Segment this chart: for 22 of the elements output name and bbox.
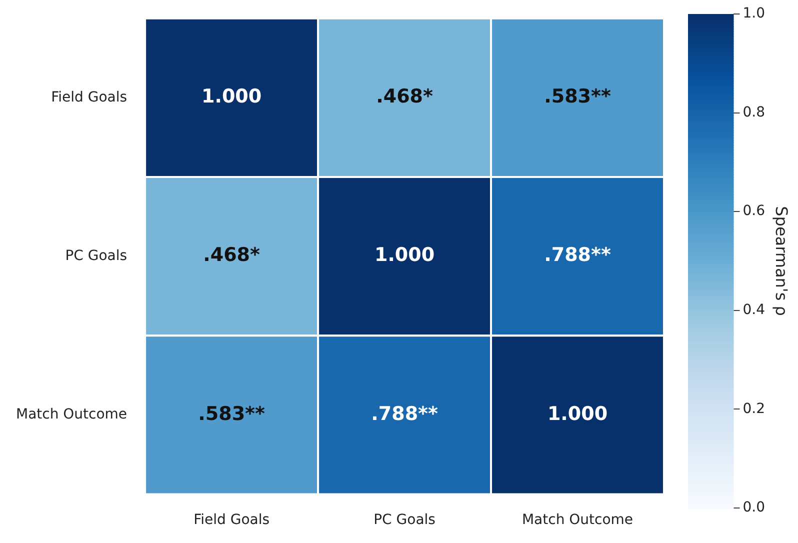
x-tick-label: Match Outcome — [522, 512, 634, 528]
color-bar-label: 0.8 — [742, 104, 765, 120]
data-label: .468* — [203, 244, 260, 266]
color-bar-label: 0.0 — [742, 500, 765, 516]
data-label: .583** — [198, 402, 265, 425]
data-label: .788** — [544, 244, 611, 266]
color-bar-label: 0.6 — [742, 203, 766, 220]
color-bar-title: Spearman's ρ — [772, 206, 791, 316]
x-tick-label: Field Goals — [194, 512, 270, 528]
data-label: .788** — [371, 402, 438, 425]
color-bar-label: 0.2 — [742, 400, 765, 417]
x-tick-label: PC Goals — [374, 512, 436, 528]
color-bar-label: 1.0 — [742, 6, 765, 22]
data-label: .468* — [376, 86, 433, 108]
data-label: 1.000 — [374, 244, 435, 266]
data-label: 1.000 — [547, 402, 608, 425]
data-label: 1.000 — [202, 86, 262, 108]
color-bar-label: 0.4 — [742, 302, 766, 318]
y-tick-label: Match Outcome — [16, 406, 128, 423]
y-tick-label: PC Goals — [65, 248, 128, 264]
y-tick-label: Field Goals — [51, 89, 128, 106]
data-label: .583** — [544, 86, 611, 108]
